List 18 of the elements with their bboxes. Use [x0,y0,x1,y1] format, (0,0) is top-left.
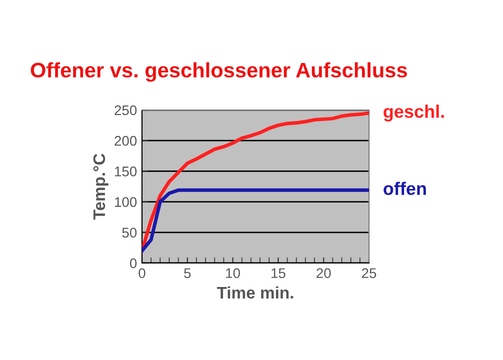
series-label: offen [384,182,426,196]
series-label: geschl. [384,104,444,122]
x-tick-label: 5 [184,268,191,278]
y-axis-title: Temp.°C [93,154,108,220]
chart-title: Offener vs. geschlossener Aufschluss [30,62,407,82]
y-tick-label: 50 [122,228,137,238]
x-tick-label: 25 [362,268,376,278]
y-tick-label: 150 [115,166,137,176]
y-tick-label: 250 [114,105,137,116]
line-series [142,188,369,252]
y-tick-label: 200 [114,136,137,146]
x-tick-label: 20 [316,268,331,278]
y-tick-label: 100 [115,197,137,207]
x-tick-label: 10 [226,268,240,278]
x-axis-title: Time min. [216,286,294,299]
y-tick-label: 0 [130,258,137,268]
x-tick-label: 0 [138,268,146,278]
x-tick-label: 15 [272,268,286,278]
